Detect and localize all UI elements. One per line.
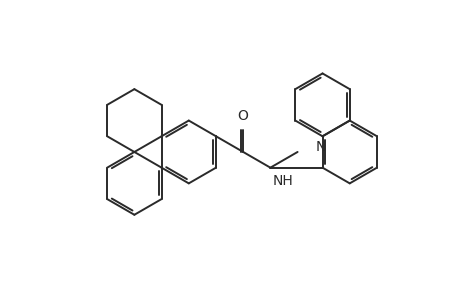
Text: N: N bbox=[315, 140, 325, 154]
Text: NH: NH bbox=[272, 174, 292, 188]
Text: O: O bbox=[237, 109, 248, 123]
